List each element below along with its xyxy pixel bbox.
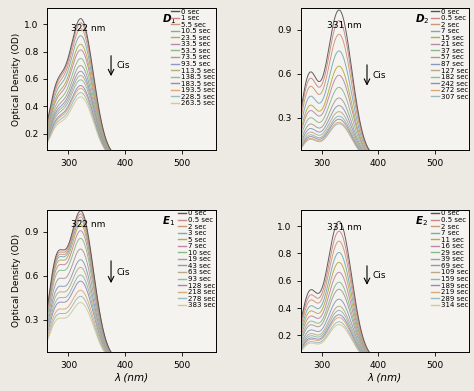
Legend: 0 sec, 0.5 sec, 2 sec, 7 sec, 15 sec, 21 sec, 37 sec, 57 sec, 87 sec, 127 sec, 1: 0 sec, 0.5 sec, 2 sec, 7 sec, 15 sec, 21… [431, 9, 469, 100]
Text: 331 nm: 331 nm [327, 223, 362, 232]
Y-axis label: Optical Density (OD): Optical Density (OD) [12, 32, 21, 126]
Text: E$_1$: E$_1$ [162, 214, 175, 228]
Text: 322 nm: 322 nm [71, 220, 106, 229]
Y-axis label: Optical Density (OD): Optical Density (OD) [12, 234, 21, 327]
Text: Cis: Cis [373, 71, 386, 80]
Legend: 0 sec, 0.5 sec, 2 sec, 7 sec, 11 sec, 16 sec, 29 sec, 39 sec, 69 sec, 109 sec, 1: 0 sec, 0.5 sec, 2 sec, 7 sec, 11 sec, 16… [431, 210, 469, 308]
Text: Cis: Cis [117, 267, 130, 276]
Legend: 0 sec, 0.5 sec, 2 sec, 3 sec, 5 sec, 7 sec, 10 sec, 19 sec, 43 sec, 63 sec, 93 s: 0 sec, 0.5 sec, 2 sec, 3 sec, 5 sec, 7 s… [178, 210, 216, 308]
Legend: 0 sec, 1 sec, 5.5 sec, 10.5 sec, 23.5 sec, 33.5 sec, 53.5 sec, 73.5 sec, 93.5 se: 0 sec, 1 sec, 5.5 sec, 10.5 sec, 23.5 se… [171, 9, 216, 106]
Text: Cis: Cis [373, 271, 386, 280]
Text: E$_2$: E$_2$ [416, 214, 428, 228]
Text: D$_1$: D$_1$ [162, 12, 176, 26]
Text: Cis: Cis [117, 61, 130, 70]
X-axis label: λ (nm): λ (nm) [368, 373, 402, 383]
Text: 331 nm: 331 nm [327, 21, 362, 30]
Text: D$_2$: D$_2$ [415, 12, 429, 26]
Text: 322 nm: 322 nm [71, 24, 106, 33]
X-axis label: λ (nm): λ (nm) [115, 373, 149, 383]
